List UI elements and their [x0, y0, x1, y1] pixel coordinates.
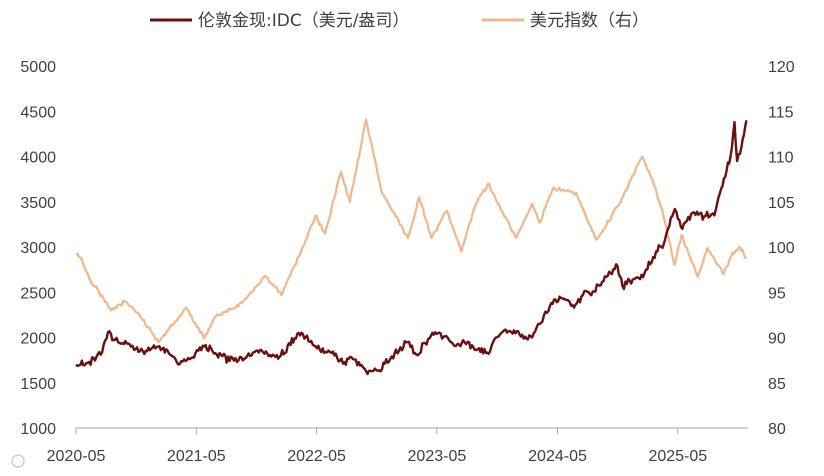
x-axis: 2020-05 2021-05 2022-05 2023-05 2024-05 2025-…: [47, 427, 748, 465]
gold-price-line: [75, 120, 748, 376]
x-tick-label: 2025-05: [648, 448, 707, 465]
left-y-tick-label: 4000: [20, 150, 56, 167]
left-y-tick-label: 3000: [20, 240, 56, 257]
right-y-tick-label: 115: [768, 104, 794, 121]
legend: 伦敦金现:IDC（美元/盎司） 美元指数（右）: [150, 11, 649, 31]
right-y-tick-label: 80: [768, 421, 786, 438]
right-y-tick-label: 110: [768, 150, 794, 167]
right-y-tick-label: 95: [768, 285, 786, 302]
left-y-axis: 1000 1500 2000 2500 3000 3500 4000 4500 5000: [20, 59, 56, 438]
x-tick-label: 2022-05: [287, 448, 346, 465]
left-y-tick-label: 2500: [20, 285, 56, 302]
watermark: [11, 454, 25, 468]
right-y-tick-label: 100: [768, 240, 795, 257]
x-tick-label: 2023-05: [408, 448, 467, 465]
right-y-tick-label: 120: [768, 59, 795, 76]
series-layer: [75, 118, 748, 376]
legend-label-gold: 伦敦金现:IDC（美元/盎司）: [198, 11, 409, 31]
right-y-tick-label: 90: [768, 331, 786, 348]
x-tick-label: 2021-05: [167, 448, 226, 465]
left-y-tick-label: 3500: [20, 195, 56, 212]
left-y-tick-label: 5000: [20, 59, 56, 76]
left-y-tick-label: 1500: [20, 376, 56, 393]
right-y-tick-label: 105: [768, 195, 795, 212]
left-y-tick-label: 1000: [20, 421, 56, 438]
left-y-tick-label: 4500: [20, 104, 56, 121]
legend-label-dxy: 美元指数（右）: [530, 11, 649, 31]
right-y-axis: 80 85 90 95 100 105 110 115 120: [768, 59, 795, 438]
x-tick-label: 2024-05: [528, 448, 587, 465]
right-y-tick-label: 85: [768, 376, 786, 393]
left-y-tick-label: 2000: [20, 331, 56, 348]
watermark-logo-icon: [11, 454, 25, 468]
x-tick-label: 2020-05: [47, 448, 106, 465]
dollar-index-line: [75, 118, 748, 344]
